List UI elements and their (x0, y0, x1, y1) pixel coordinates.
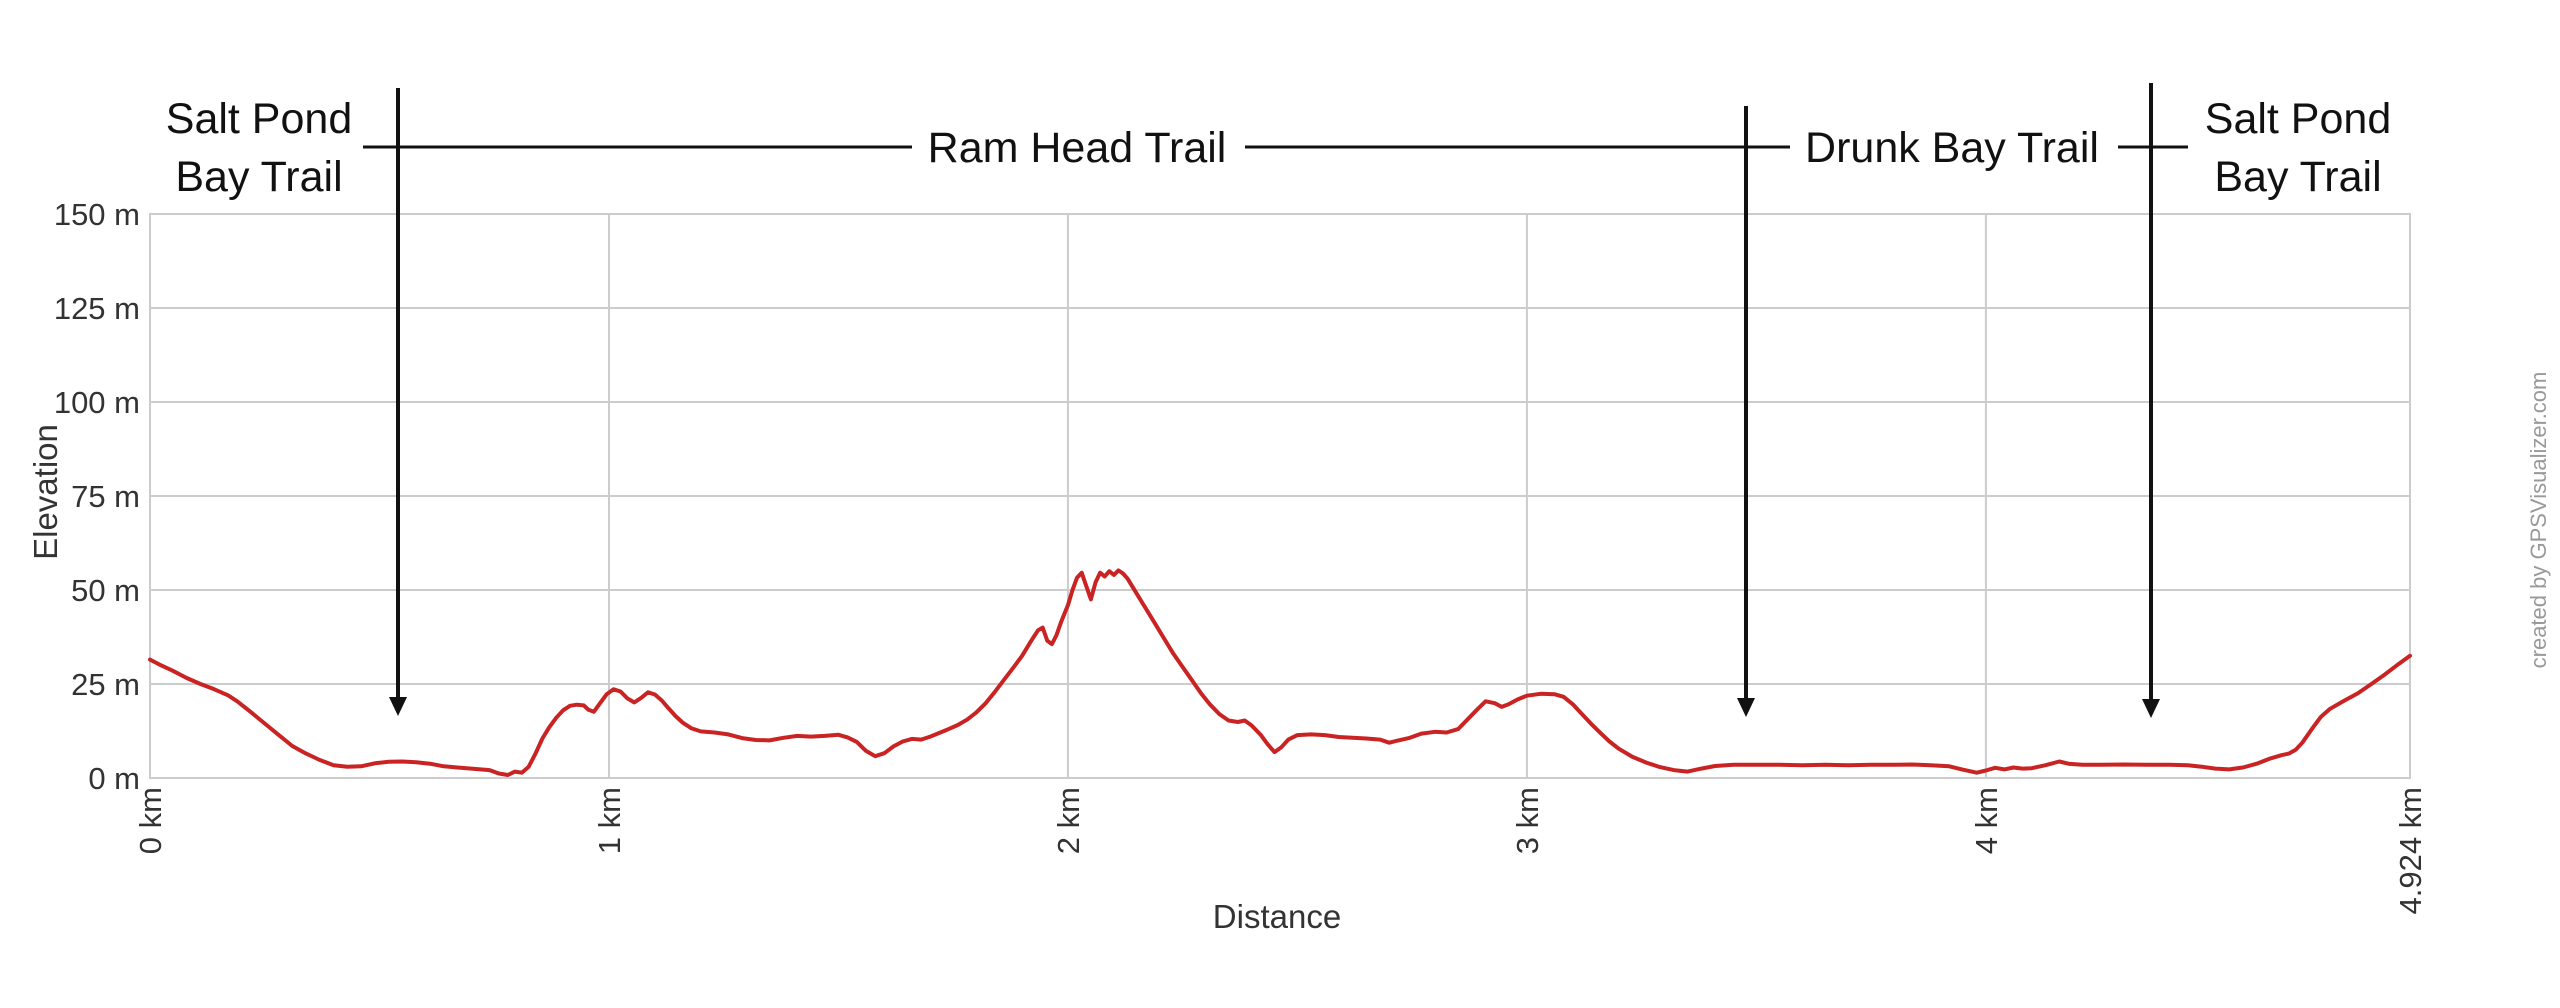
x-tick-label: 4.924 km (2393, 787, 2428, 915)
trail-section-label: Salt Pond Bay Trail (2205, 90, 2391, 206)
junction-arrow-head-icon (389, 697, 407, 716)
plot-border (149, 213, 2411, 779)
x-tick-label: 0 km (133, 787, 168, 854)
junction-arrow-head-icon (1737, 698, 1755, 717)
trail-section-label-line1: Salt Pond (165, 95, 353, 143)
trail-section-label: Salt Pond Bay Trail (166, 90, 352, 206)
tick-labels: 0 m 25 m 50 m 75 m 100 m 125 m 150 m 0 km 1 km 2 … (54, 197, 2428, 915)
trail-section-label-line2: Bay Trail (175, 153, 343, 201)
y-tick-label: 0 m (88, 761, 140, 796)
x-tick-label: 4 km (1969, 787, 2004, 854)
trail-section-label-line1: Drunk Bay Trail (1805, 124, 2099, 172)
trail-section-label-line1: Salt Pond (2204, 95, 2392, 143)
gridlines (149, 213, 2411, 779)
x-tick-label: 2 km (1051, 787, 1086, 854)
elevation-line (148, 568, 2412, 777)
x-tick-label: 3 km (1510, 787, 1545, 854)
watermark: created by GPSVisualizer.com (2526, 371, 2551, 669)
y-tick-label: 75 m (71, 479, 140, 514)
y-tick-label: 25 m (71, 667, 140, 702)
trail-section-label: Drunk Bay Trail (1805, 119, 2099, 177)
x-tick-label: 1 km (592, 787, 627, 854)
y-tick-label: 100 m (54, 385, 140, 420)
trail-section-label: Ram Head Trail (928, 119, 1227, 177)
section-annotations (363, 83, 2188, 718)
y-tick-label: 150 m (54, 197, 140, 232)
junction-arrow-head-icon (2142, 699, 2160, 718)
y-tick-label: 125 m (54, 291, 140, 326)
trail-section-label-line2: Bay Trail (2214, 153, 2382, 201)
y-axis-title: Elevation (27, 424, 64, 560)
trail-section-label-line1: Ram Head Trail (927, 124, 1227, 172)
y-tick-label: 50 m (71, 573, 140, 608)
x-axis-title: Distance (1212, 898, 1342, 935)
